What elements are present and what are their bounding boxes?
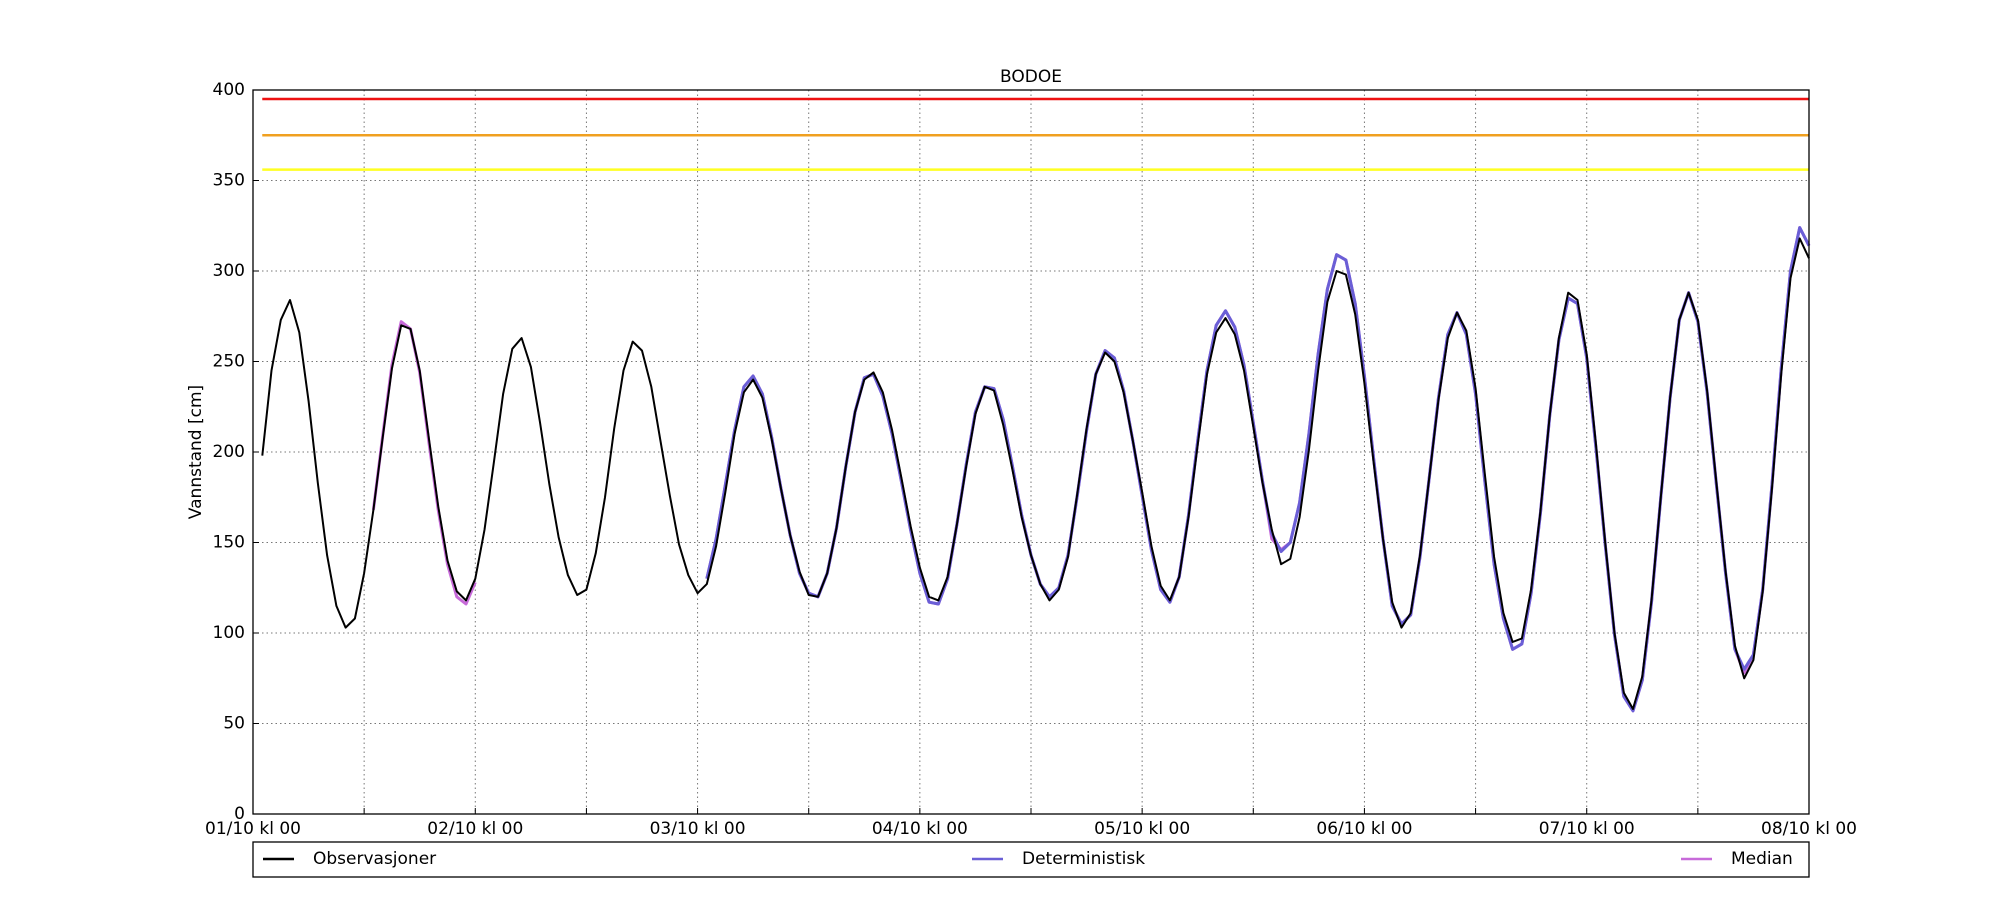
- x-tick-label: 04/10 kl 00: [872, 819, 968, 839]
- series-line: [371, 226, 1811, 713]
- y-tick-label: 0: [234, 804, 245, 824]
- legend-label: Observasjoner: [313, 849, 436, 869]
- plot-frame: [252, 89, 1810, 815]
- x-tick-label: 06/10 kl 00: [1316, 819, 1412, 839]
- y-tick-label: 400: [213, 80, 245, 100]
- chart-title: BODOE: [1000, 67, 1062, 87]
- y-tick-label: 250: [213, 352, 245, 372]
- x-tick-label: 08/10 kl 00: [1761, 819, 1857, 839]
- x-tick-label: 01/10 kl 00: [205, 819, 301, 839]
- y-tick-label: 200: [213, 442, 245, 462]
- y-tick-label: 350: [213, 171, 245, 191]
- series-line: [261, 237, 1810, 710]
- x-tick-label: 03/10 kl 00: [650, 819, 746, 839]
- series-line: [705, 226, 1811, 713]
- legend-label: Deterministisk: [1022, 849, 1145, 869]
- x-tick-label: 07/10 kl 00: [1539, 819, 1635, 839]
- y-tick-label: 150: [213, 533, 245, 553]
- y-tick-label: 300: [213, 261, 245, 281]
- y-axis-label: Vannstand [cm]: [186, 385, 206, 519]
- x-tick-label: 02/10 kl 00: [427, 819, 523, 839]
- legend-box: [252, 841, 1810, 878]
- y-tick-label: 100: [213, 623, 245, 643]
- x-tick-label: 05/10 kl 00: [1094, 819, 1190, 839]
- y-tick-label: 50: [223, 714, 245, 734]
- legend-label: Median: [1731, 849, 1793, 869]
